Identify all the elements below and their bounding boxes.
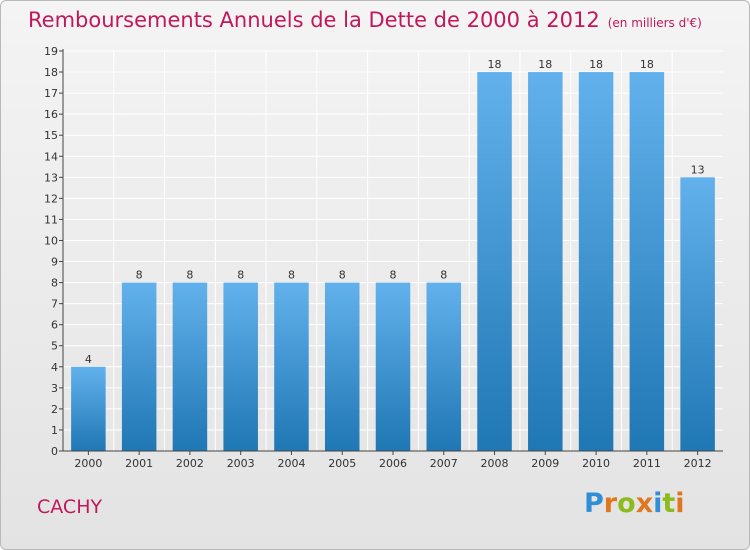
y-tick-label: 3 [51, 382, 58, 395]
y-tick-label: 1 [51, 424, 58, 437]
y-tick-label: 5 [51, 340, 58, 353]
x-tick-label: 2004 [277, 457, 305, 470]
logo-letter: i [675, 488, 685, 519]
bar [477, 72, 512, 451]
y-tick-label: 13 [44, 171, 58, 184]
y-tick-label: 15 [44, 129, 58, 142]
bar [629, 72, 665, 451]
y-tick-label: 18 [44, 66, 58, 79]
bar [172, 282, 208, 451]
y-tick-label: 4 [51, 361, 58, 374]
x-tick-label: 2008 [481, 457, 509, 470]
bar [223, 282, 258, 451]
data-label: 13 [691, 163, 705, 176]
x-tick-label: 2005 [328, 457, 356, 470]
data-label: 8 [288, 269, 295, 282]
data-label: 8 [440, 269, 447, 282]
y-tick-label: 6 [51, 319, 58, 332]
y-tick-label: 17 [44, 87, 58, 100]
bar [680, 177, 715, 451]
logo-letter: t [662, 488, 676, 519]
bar [426, 282, 462, 451]
commune-name: CACHY [37, 496, 103, 518]
y-tick-label: 12 [44, 192, 58, 205]
data-label: 8 [237, 269, 244, 282]
logo-letter: o [617, 488, 636, 519]
data-label: 8 [339, 269, 346, 282]
logo-letter: i [653, 488, 663, 519]
x-tick-label: 2011 [633, 457, 661, 470]
bar [121, 282, 157, 451]
data-label: 8 [186, 269, 193, 282]
chart-title-text: Remboursements Annuels de la Dette de 20… [28, 8, 600, 32]
x-axis: 2000 2001 2002 2003 2004 2005 2006 2007 2008 2009… [63, 450, 723, 470]
bar [578, 72, 614, 451]
chart-subtitle: (en milliers d'€) [607, 16, 702, 30]
y-tick-label: 19 [44, 45, 58, 58]
data-label: 8 [136, 269, 143, 282]
logo-letter: r [603, 488, 618, 519]
x-tick-label: 2010 [582, 457, 610, 470]
x-tick-label: 2009 [531, 457, 559, 470]
bar [71, 366, 106, 451]
data-label: 8 [390, 269, 397, 282]
y-tick-label: 9 [51, 256, 58, 269]
y-tick-label: 0 [51, 445, 58, 458]
y-tick-label: 10 [44, 234, 58, 247]
x-tick-label: 2007 [430, 457, 458, 470]
data-label: 4 [85, 353, 92, 366]
y-tick-label: 2 [51, 403, 58, 416]
y-tick-label: 11 [44, 213, 58, 226]
bar [375, 282, 411, 451]
bar [274, 282, 309, 451]
bars: 4 8 8 8 8 8 8 8 18 18 18 18 13 [71, 58, 715, 451]
bar [528, 72, 563, 451]
data-label: 18 [538, 58, 552, 71]
x-tick-label: 2006 [379, 457, 407, 470]
x-tick-label: 2001 [125, 457, 153, 470]
data-label: 18 [589, 58, 603, 71]
chart-title: Remboursements Annuels de la Dette de 20… [28, 8, 702, 32]
x-tick-label: 2002 [176, 457, 204, 470]
data-label: 18 [640, 58, 654, 71]
logo-letter: P [584, 488, 604, 519]
proxiti-logo: Proxiti [584, 488, 685, 519]
data-label: 18 [488, 58, 502, 71]
x-tick-label: 2012 [684, 457, 712, 470]
x-tick-label: 2000 [74, 457, 102, 470]
y-tick-label: 7 [51, 298, 58, 311]
logo-letter: x [635, 488, 654, 519]
y-tick-label: 8 [51, 277, 58, 290]
bar [324, 282, 360, 451]
x-tick-label: 2003 [227, 457, 255, 470]
y-tick-label: 16 [44, 108, 58, 121]
y-tick-label: 14 [44, 150, 58, 163]
